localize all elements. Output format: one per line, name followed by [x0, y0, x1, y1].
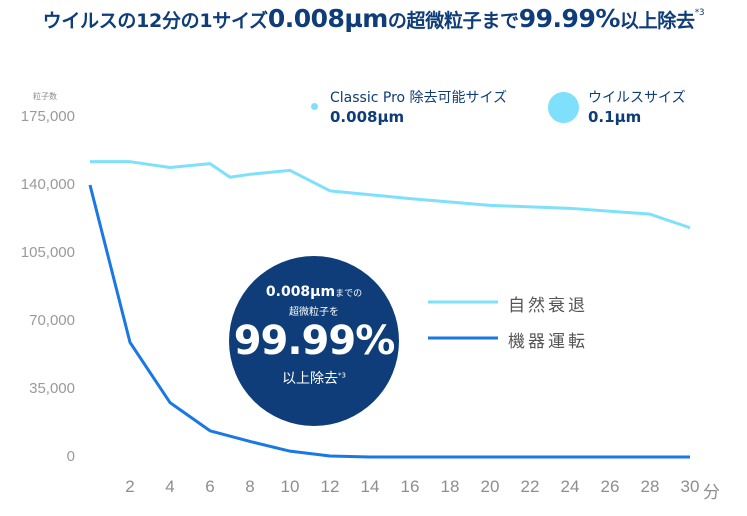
badge-line3-text: 以上除去: [282, 371, 339, 387]
title-middle: の超微粒子まで: [387, 10, 519, 32]
x-tick-label: 16: [400, 477, 420, 496]
y-axis-label: 粒子数: [33, 92, 57, 101]
y-tick-label: 175,000: [20, 108, 75, 125]
x-tick-label: 24: [560, 477, 580, 496]
x-tick-label: 10: [280, 477, 300, 496]
title-size: 0.008µm: [267, 4, 389, 33]
removal-badge: 0.008µmまでの 超微粒子を 99.99% 以上除去*3: [229, 256, 399, 426]
legend-device-running: 機器運転: [508, 332, 588, 352]
x-tick-label: 28: [640, 477, 660, 496]
legend-dot-large: [548, 92, 579, 123]
legend-size-label: Classic Pro 除去可能サイズ: [330, 90, 508, 106]
title-note: *3: [694, 8, 705, 18]
x-axis-unit: 分: [703, 483, 720, 502]
x-tick-label: 18: [440, 477, 460, 496]
y-tick-label: 140,000: [20, 176, 75, 193]
legend-dot-small: [311, 103, 318, 110]
title-prefix: ウイルスの12分の1サイズ: [42, 10, 269, 32]
series-line-natural-decay: [90, 160, 691, 230]
x-tick-label: 26: [600, 477, 620, 496]
badge-size: 0.008µm: [265, 284, 336, 300]
legend-size-classic-pro: Classic Pro 除去可能サイズ 0.008µm: [330, 89, 507, 127]
x-tick-label: 4: [165, 477, 175, 496]
legend-natural-decay: 自然衰退: [508, 296, 588, 316]
chart-title: ウイルスの12分の1サイズ0.008µmの超微粒子まで99.99%以上除去*3: [0, 4, 747, 33]
x-tick-label: 22: [520, 477, 540, 496]
title-percent: 99.99%: [518, 4, 621, 33]
x-tick-label: 14: [360, 477, 380, 496]
x-tick-label: 2: [125, 477, 135, 496]
badge-note: *3: [338, 371, 346, 380]
badge-percent: 99.99%: [233, 318, 396, 364]
y-tick-label: 70,000: [29, 312, 75, 329]
badge-line3: 以上除去*3: [229, 368, 399, 388]
title-suffix: 以上除去: [619, 10, 695, 32]
badge-line1: 0.008µmまでの: [229, 284, 399, 300]
badge-line2: 超微粒子を: [289, 307, 339, 318]
badge-size-suffix: までの: [335, 289, 363, 299]
legend-size-value: 0.1µm: [588, 108, 642, 126]
x-tick-label: 30: [680, 477, 700, 496]
y-tick-label: 105,000: [20, 244, 75, 261]
y-tick-label: 0: [66, 448, 75, 465]
x-tick-label: 6: [205, 477, 215, 496]
y-tick-label: 35,000: [29, 380, 75, 397]
legend-size-virus: ウイルスサイズ 0.1µm: [588, 89, 686, 127]
legend-size-value: 0.008µm: [330, 108, 405, 126]
x-tick-label: 8: [245, 477, 255, 496]
legend-size-label: ウイルスサイズ: [588, 90, 686, 106]
x-tick-label: 12: [320, 477, 340, 496]
x-tick-label: 20: [480, 477, 500, 496]
series-line-device-running: [88, 184, 690, 459]
